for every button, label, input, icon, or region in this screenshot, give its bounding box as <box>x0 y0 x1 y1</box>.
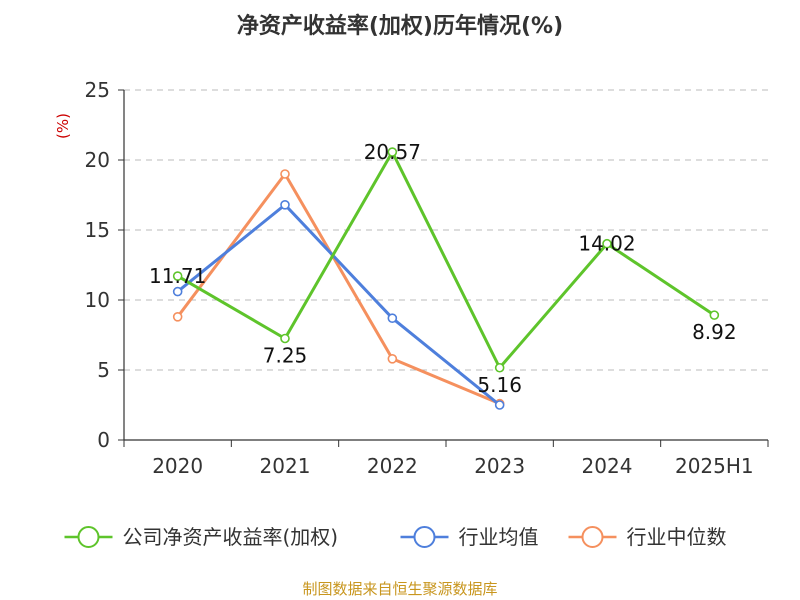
y-tick-label: 20 <box>85 148 110 172</box>
data-point <box>494 400 505 410</box>
series-line <box>176 203 502 407</box>
y-tick-label: 15 <box>85 218 110 242</box>
legend-item: 行业中位数 <box>568 525 727 549</box>
legend-swatch-marker <box>581 526 604 548</box>
legend-swatch-marker <box>77 526 100 548</box>
chart-title: 净资产收益率(加权)历年情况(%) <box>237 13 563 39</box>
data-label: 8.92 <box>692 320 737 344</box>
data-point <box>280 200 290 210</box>
series-line <box>176 172 502 406</box>
legend-item: 公司净资产收益率(加权) <box>64 525 339 549</box>
x-tick-label: 2022 <box>367 454 418 478</box>
y-axis-label: (%) <box>54 113 72 139</box>
source-note: 制图数据来自恒生聚源数据库 <box>302 580 497 598</box>
data-point <box>387 353 398 364</box>
x-tick-label: 2023 <box>474 454 525 478</box>
legend: 公司净资产收益率(加权) 行业均值 行业中位数 <box>64 525 727 549</box>
data-label: 20.57 <box>364 140 421 164</box>
x-tick-label: 2024 <box>582 454 633 478</box>
series-1 <box>172 200 505 410</box>
series-lines <box>172 147 720 410</box>
data-point <box>602 238 612 249</box>
data-labels: 11.71 7.25 20.57 5.16 14.02 8.92 <box>149 140 737 397</box>
x-tick-label: 2025H1 <box>675 454 754 478</box>
x-tick-label: 2020 <box>152 454 203 478</box>
legend-swatch-marker <box>413 526 436 548</box>
series-2 <box>172 169 505 409</box>
legend-label: 行业中位数 <box>627 525 727 549</box>
data-point <box>280 169 290 179</box>
y-tick-label: 10 <box>85 288 110 312</box>
data-label: 14.02 <box>578 232 635 256</box>
x-tick-label: 2021 <box>260 454 311 478</box>
data-point <box>387 313 398 324</box>
axes: 0 5 10 15 20 25 2020 2021 2022 2023 2024 2025H1 <box>85 78 769 478</box>
legend-label: 行业均值 <box>459 525 539 549</box>
data-label: 7.25 <box>263 344 308 368</box>
grid-lines <box>124 89 768 371</box>
data-point <box>172 311 183 322</box>
y-tick-label: 25 <box>85 78 110 102</box>
data-point <box>172 286 183 297</box>
legend-label: 公司净资产收益率(加权) <box>123 525 339 549</box>
series-line <box>176 150 716 370</box>
legend-item: 行业均值 <box>400 525 539 549</box>
series-0 <box>172 147 720 373</box>
data-point <box>172 271 183 281</box>
y-tick-label: 0 <box>97 428 110 452</box>
data-point <box>494 362 505 373</box>
data-point <box>709 310 720 320</box>
data-point <box>280 333 290 344</box>
data-label: 11.71 <box>149 264 206 288</box>
data-point <box>387 147 398 157</box>
data-label: 5.16 <box>477 373 522 397</box>
y-tick-label: 5 <box>97 358 110 382</box>
